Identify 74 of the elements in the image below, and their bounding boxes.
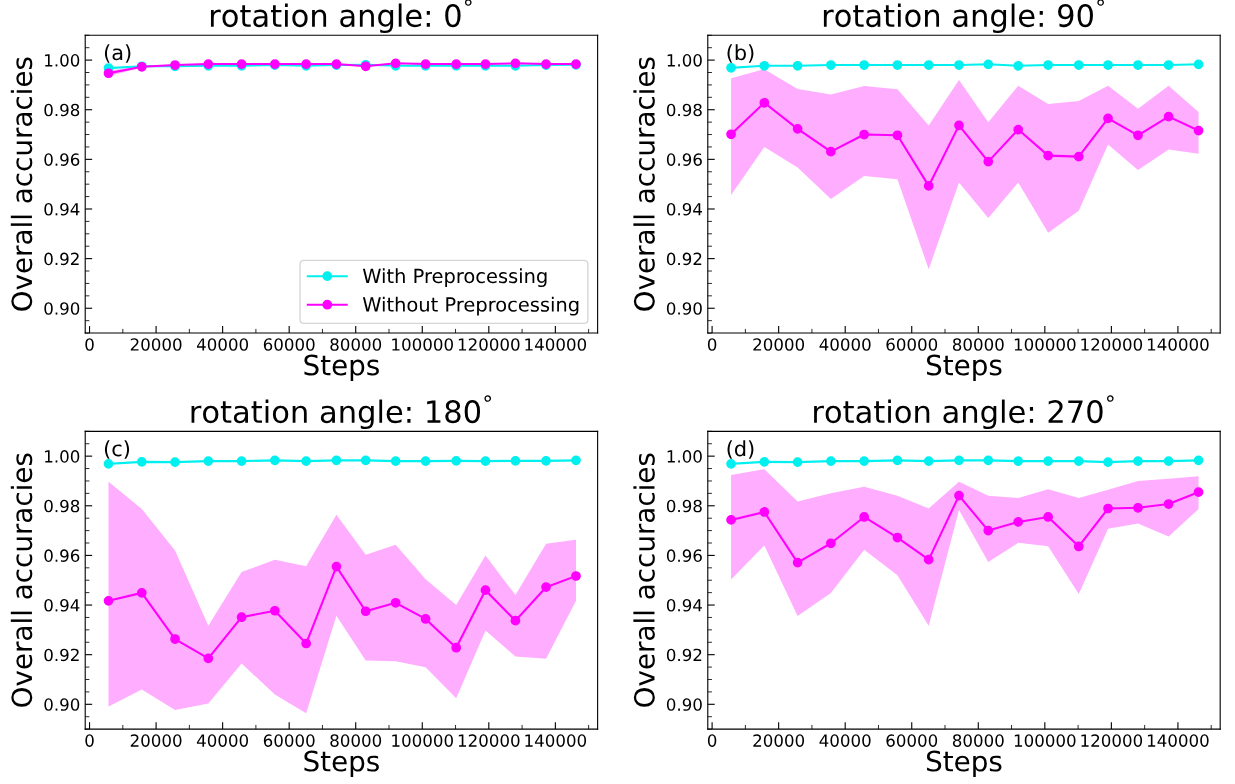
x-tick-label: 20000 (130, 734, 182, 747)
y-tick-label: 0.98 (666, 103, 702, 117)
legend-label: Without Preprocessing (362, 296, 579, 316)
x-tick-label: 40000 (196, 338, 249, 351)
x-tick-label: 60000 (263, 338, 315, 351)
y-tick-label: 0.90 (44, 302, 80, 315)
annotation: (a) (104, 44, 131, 63)
x-tick-label: 120000 (1081, 734, 1143, 747)
x-tick-label: 0 (85, 338, 94, 351)
y-tick-label: 0.94 (44, 599, 80, 612)
annotation: (d) (727, 440, 754, 459)
x-tick-label: 140000 (525, 338, 587, 351)
x-tick-label: 40000 (819, 734, 871, 747)
y-tick-label: 0.96 (44, 153, 80, 166)
x-tick-label: 60000 (886, 734, 938, 747)
x-tick-label: 120000 (1081, 338, 1143, 351)
y-tick-label: 0.94 (666, 599, 702, 612)
x-axis-title: Steps (304, 354, 379, 381)
x-axis-title: Steps (926, 354, 1002, 381)
x-tick-label: 140000 (1147, 338, 1209, 351)
y-tick-label: 0.92 (666, 252, 702, 266)
x-tick-label: 80000 (952, 734, 1004, 747)
y-tick-label: 0.90 (44, 698, 80, 711)
x-tick-label: 0 (707, 338, 717, 351)
y-tick-label: 0.90 (666, 698, 702, 711)
y-axis-title: Overall accuracies (633, 453, 655, 707)
y-tick-label: 0.90 (666, 302, 702, 315)
y-tick-label: 0.96 (666, 549, 702, 562)
x-tick-label: 100000 (1014, 734, 1076, 747)
x-tick-label: 100000 (1014, 338, 1076, 351)
chart-title: rotation angle: 90$^{°}$ (823, 0, 1104, 34)
chart-title: rotation angle: 0$^{°}$ (210, 0, 472, 34)
x-tick-label: 100000 (392, 734, 453, 747)
x-tick-label: 20000 (753, 338, 805, 351)
x-tick-label: 60000 (886, 338, 938, 351)
y-axis-title: Overall accuracies (633, 57, 655, 311)
x-tick-label: 100000 (392, 338, 453, 351)
x-tick-label: 80000 (952, 338, 1004, 351)
y-tick-label: 0.96 (44, 549, 80, 562)
legend-label: With Preprocessing (362, 268, 547, 288)
y-tick-label: 0.98 (44, 499, 80, 513)
x-tick-label: 80000 (330, 338, 382, 351)
x-tick-label: 140000 (1147, 734, 1209, 747)
x-tick-label: 20000 (130, 338, 182, 351)
annotation: (b) (727, 44, 754, 63)
y-tick-label: 0.96 (666, 153, 702, 166)
x-tick-label: 80000 (330, 734, 382, 747)
x-tick-label: 0 (707, 734, 717, 747)
y-tick-label: 0.92 (44, 648, 79, 662)
x-tick-label: 40000 (196, 734, 249, 747)
x-tick-label: 120000 (458, 734, 520, 747)
x-tick-label: 120000 (458, 338, 520, 351)
y-tick-label: 1.00 (45, 450, 80, 463)
x-axis-title: Steps (926, 750, 1002, 777)
y-axis-title: Overall accuracies (10, 57, 33, 311)
x-tick-label: 20000 (753, 734, 805, 747)
x-tick-label: 0 (85, 734, 94, 747)
x-tick-label: 60000 (263, 734, 315, 747)
x-tick-label: 40000 (819, 338, 871, 351)
x-tick-label: 140000 (525, 734, 587, 747)
y-tick-label: 0.92 (44, 252, 79, 266)
x-axis-title: Steps (304, 750, 379, 777)
y-axis-title: Overall accuracies (10, 453, 33, 707)
y-tick-label: 0.98 (666, 499, 702, 513)
y-tick-label: 0.94 (44, 202, 80, 216)
y-tick-label: 0.92 (666, 648, 702, 662)
y-tick-label: 0.94 (666, 202, 702, 216)
y-tick-label: 1.00 (667, 450, 702, 463)
y-tick-label: 1.00 (45, 54, 80, 67)
chart-title: rotation angle: 270$^{°}$ (814, 395, 1114, 430)
annotation: (c) (104, 440, 130, 459)
y-tick-label: 1.00 (667, 54, 702, 67)
y-tick-label: 0.98 (44, 103, 80, 117)
chart-title: rotation angle: 180$^{°}$ (191, 395, 492, 430)
